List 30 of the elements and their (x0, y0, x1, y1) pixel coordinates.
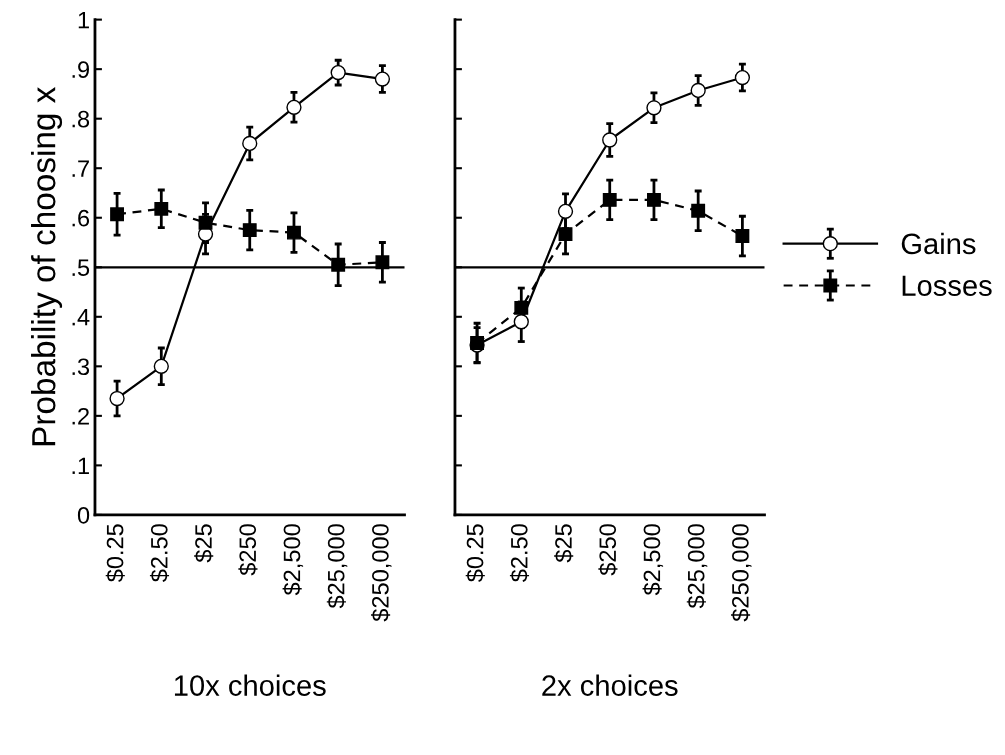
y-tick-label: .9 (72, 61, 89, 78)
y-tick-label: .2 (72, 407, 89, 425)
x-tick-label: $250 (238, 524, 258, 576)
x-tick-label: $2,500 (642, 524, 664, 596)
legend-label: Losses (902, 275, 992, 296)
x-axis-title: 2x choices (542, 674, 678, 696)
x-tick-label: $25,000 (686, 524, 708, 609)
y-tick-label: .6 (72, 209, 90, 227)
x-tick-label: $25 (194, 524, 214, 563)
x-tick-label: $25 (554, 524, 574, 563)
y-tick-label: .5 (72, 259, 90, 277)
x-tick-label: $0.25 (105, 524, 125, 583)
y-axis-title: Probability of choosing x (31, 86, 63, 446)
y-tick-label: .1 (72, 457, 89, 474)
x-tick-label: $250 (598, 524, 618, 576)
x-tick-label: $2.50 (509, 524, 530, 583)
x-tick-label: $0.25 (465, 524, 485, 583)
y-tick-label: .8 (72, 110, 90, 128)
x-tick-label: $2,500 (282, 524, 304, 596)
x-tick-label: $25,000 (326, 524, 348, 609)
x-tick-label: $250,000 (371, 524, 392, 622)
legend-label: Gains (901, 232, 976, 255)
x-axis-title: 10x choices (174, 674, 326, 696)
x-tick-label: $250,000 (731, 524, 752, 622)
y-tick-label: .4 (72, 309, 90, 326)
x-tick-label: $2.50 (149, 524, 170, 583)
y-tick-label: .7 (72, 160, 89, 177)
y-tick-label: 0 (77, 506, 90, 524)
y-tick-label: .3 (72, 358, 90, 376)
y-tick-label: 1 (78, 11, 89, 29)
